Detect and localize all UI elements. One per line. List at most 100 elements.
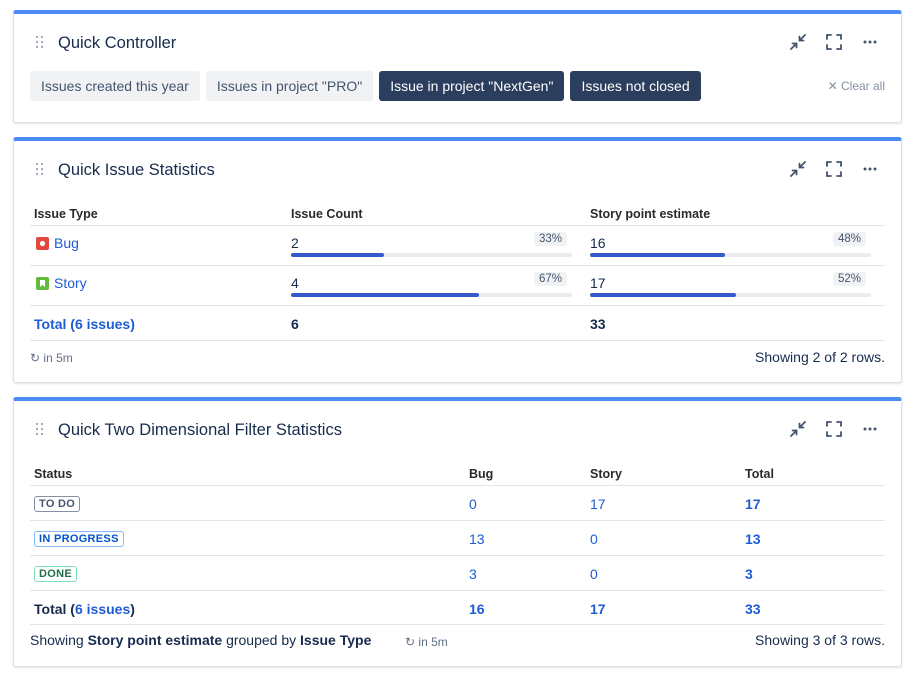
total-story-link[interactable]: 17 xyxy=(590,601,606,617)
column-header-bug: Bug xyxy=(469,467,494,481)
clear-all-label: Clear all xyxy=(840,79,885,93)
chip-issues-in-project-pro[interactable]: Issues in project "PRO" xyxy=(205,71,374,101)
story-points-percent: 48% xyxy=(833,232,867,246)
status-badge-done: DONE xyxy=(34,566,77,582)
story-count-link[interactable]: 17 xyxy=(590,496,606,512)
fullscreen-icon[interactable] xyxy=(825,160,843,178)
grouping-description: Showing Story point estimate grouped by … xyxy=(30,632,371,648)
rows-count-label: Showing 2 of 2 rows. xyxy=(755,349,885,365)
bug-icon xyxy=(36,237,49,250)
card-title: Quick Issue Statistics xyxy=(58,161,215,179)
refresh-icon: ↻ xyxy=(30,351,41,365)
quick-controller-card: Quick Controller Issues created this yea… xyxy=(13,10,902,123)
more-icon[interactable] xyxy=(861,160,879,178)
refresh-label: in 5m xyxy=(418,635,448,649)
close-icon: ✕ xyxy=(827,79,838,93)
more-icon[interactable] xyxy=(861,33,879,51)
drag-handle-icon[interactable] xyxy=(36,163,44,175)
story-points-bar xyxy=(590,253,871,257)
refresh-icon: ↻ xyxy=(405,635,416,649)
two-dimensional-statistics-card: Quick Two Dimensional Filter Statistics … xyxy=(13,397,902,667)
drag-handle-icon[interactable] xyxy=(36,36,44,48)
card-title: Quick Two Dimensional Filter Statistics xyxy=(58,421,342,439)
column-header-issue-count: Issue Count xyxy=(291,207,363,221)
bug-count-link[interactable]: 13 xyxy=(469,531,485,547)
grouping-field: Story point estimate xyxy=(87,632,223,648)
row-total-link[interactable]: 17 xyxy=(745,496,761,512)
drag-handle-icon[interactable] xyxy=(36,423,44,435)
fullscreen-icon[interactable] xyxy=(825,420,843,438)
column-header-total: Total xyxy=(745,467,774,481)
grouping-prefix: Showing xyxy=(30,632,88,648)
story-points-value: 16 xyxy=(590,235,606,251)
column-header-story-points: Story point estimate xyxy=(590,207,711,221)
issue-count-value: 2 xyxy=(291,235,299,251)
column-header-status: Status xyxy=(34,467,73,481)
story-count-link[interactable]: 0 xyxy=(590,531,598,547)
row-total-link[interactable]: 3 xyxy=(745,566,753,582)
card-header: Quick Controller xyxy=(14,14,901,66)
story-points-bar-fill xyxy=(590,293,737,297)
total-row: Total (6 issues) 6 33 xyxy=(30,305,885,341)
refresh-label: in 5m xyxy=(43,351,73,365)
clear-all-button[interactable]: ✕ Clear all xyxy=(828,79,885,93)
story-points-percent: 52% xyxy=(833,272,867,286)
total-story-points: 33 xyxy=(590,316,606,332)
row-total-link[interactable]: 13 xyxy=(745,531,761,547)
story-count-link[interactable]: 0 xyxy=(590,566,598,582)
story-points-bar xyxy=(590,293,871,297)
table-row: DONE 3 0 3 xyxy=(30,555,885,590)
bug-count-link[interactable]: 0 xyxy=(469,496,477,512)
card-header: Quick Issue Statistics xyxy=(14,141,901,193)
issue-type-story-link[interactable]: Story xyxy=(54,275,87,291)
more-icon[interactable] xyxy=(861,420,879,438)
filter-chips: Issues created this year Issues in proje… xyxy=(30,71,701,101)
issue-count-bar-fill xyxy=(291,253,384,257)
minimize-icon[interactable] xyxy=(789,160,807,178)
story-points-value: 17 xyxy=(590,275,606,291)
column-header-issue-type: Issue Type xyxy=(34,207,98,221)
table-row: TO DO 0 17 17 xyxy=(30,485,885,520)
minimize-icon[interactable] xyxy=(789,33,807,51)
status-badge-in-progress: IN PROGRESS xyxy=(34,531,124,547)
total-prefix: Total ( xyxy=(34,601,75,617)
card-header: Quick Two Dimensional Filter Statistics xyxy=(14,401,901,453)
total-count: 6 xyxy=(291,316,299,332)
total-bug-link[interactable]: 16 xyxy=(469,601,485,617)
rows-count-label: Showing 3 of 3 rows. xyxy=(755,632,885,648)
table-row: IN PROGRESS 13 0 13 xyxy=(30,520,885,555)
issue-count-value: 4 xyxy=(291,275,299,291)
issue-statistics-table: Issue Type Issue Count Story point estim… xyxy=(30,203,885,343)
status-badge-todo: TO DO xyxy=(34,496,81,512)
issue-count-bar xyxy=(291,293,572,297)
fullscreen-icon[interactable] xyxy=(825,33,843,51)
total-issues-link[interactable]: 6 issues xyxy=(74,601,131,617)
story-icon xyxy=(36,277,49,290)
column-header-story: Story xyxy=(590,467,622,481)
story-points-bar-fill xyxy=(590,253,725,257)
total-row: Total (6 issues) 16 17 33 xyxy=(30,590,885,625)
card-title: Quick Controller xyxy=(58,34,177,52)
issue-count-bar xyxy=(291,253,572,257)
total-suffix: ) xyxy=(130,601,135,617)
two-dimensional-table: Status Bug Story Total TO DO 0 17 17 IN … xyxy=(30,463,885,625)
refresh-indicator[interactable]: ↻ in 5m xyxy=(30,351,73,365)
refresh-indicator[interactable]: ↻ in 5m xyxy=(405,635,448,649)
table-row: Story 4 67% 17 52% xyxy=(30,265,885,305)
issue-count-percent: 33% xyxy=(534,232,568,246)
table-row: Bug 2 33% 16 48% xyxy=(30,225,885,265)
grouping-middle: grouped by xyxy=(222,632,301,648)
chip-issue-in-project-nextgen[interactable]: Issue in project "NextGen" xyxy=(379,71,565,101)
total-label: Total (6 issues) xyxy=(34,601,135,617)
grand-total-link[interactable]: 33 xyxy=(745,601,761,617)
chip-issues-created-this-year[interactable]: Issues created this year xyxy=(30,71,200,101)
issue-type-bug-link[interactable]: Bug xyxy=(54,235,79,251)
total-issues-link[interactable]: Total (6 issues) xyxy=(34,316,135,332)
issue-count-bar-fill xyxy=(291,293,480,297)
quick-issue-statistics-card: Quick Issue Statistics Issue Type Issue … xyxy=(13,137,902,383)
bug-count-link[interactable]: 3 xyxy=(469,566,477,582)
minimize-icon[interactable] xyxy=(789,420,807,438)
chip-issues-not-closed[interactable]: Issues not closed xyxy=(570,71,701,101)
grouping-group: Issue Type xyxy=(300,632,372,648)
issue-count-percent: 67% xyxy=(534,272,568,286)
